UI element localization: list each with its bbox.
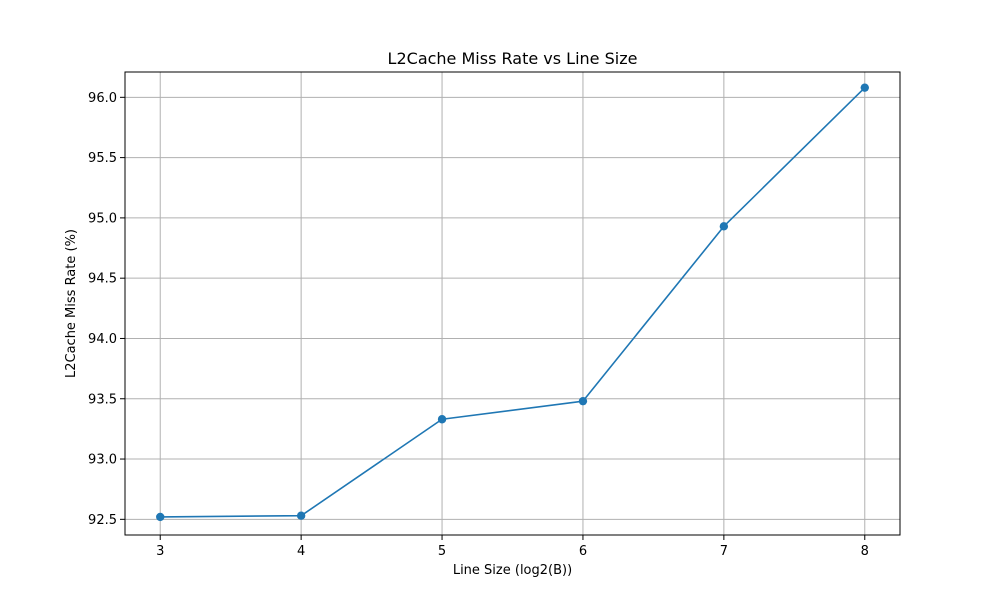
data-point — [296, 511, 306, 520]
y-tick-label: 96.0 — [88, 91, 117, 106]
x-tick-label: 5 — [438, 544, 446, 559]
x-tick-label: 8 — [861, 544, 869, 559]
plot-area-frame — [124, 71, 901, 536]
series-polyline — [160, 87, 866, 518]
y-tick-label: 95.0 — [88, 211, 117, 226]
data-point — [437, 415, 447, 424]
y-tick-label: 93.5 — [88, 392, 117, 407]
y-tick-label: 94.0 — [88, 332, 117, 347]
x-tick-label: 6 — [579, 544, 587, 559]
x-tick-label: 3 — [156, 544, 164, 559]
grid — [125, 72, 900, 535]
chart-title: L2Cache Miss Rate vs Line Size — [388, 49, 638, 68]
y-tick-label: 93.0 — [88, 453, 117, 468]
x-tick-label: 4 — [297, 544, 305, 559]
y-tick-label: 95.5 — [88, 151, 117, 166]
y-tick-label: 94.5 — [88, 272, 117, 287]
y-tick-label: 92.5 — [88, 513, 117, 528]
data-point — [156, 512, 165, 522]
series-line — [156, 83, 869, 522]
y-axis-label: L2Cache Miss Rate (%) — [64, 229, 79, 378]
x-axis-label: Line Size (log2(B)) — [453, 563, 572, 578]
axis-ticks: 3 4 5 6 7 8 92.5 93.0 93.5 94.0 94.5 95.0 95.5 96.0 — [88, 91, 869, 559]
x-tick-label: 7 — [720, 544, 728, 559]
data-point — [860, 83, 869, 92]
data-point — [719, 222, 729, 231]
data-point — [578, 396, 588, 406]
